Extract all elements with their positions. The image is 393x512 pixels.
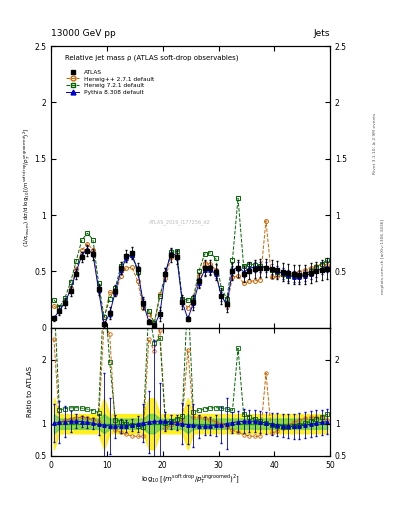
- X-axis label: $\log_{10}[(m^{\rm soft\ drop}/p_T^{\rm ungroomed})^2]$: $\log_{10}[(m^{\rm soft\ drop}/p_T^{\rm …: [141, 472, 240, 486]
- Text: ATLAS_2019_I177256_d2: ATLAS_2019_I177256_d2: [149, 220, 211, 225]
- Text: Jets: Jets: [314, 29, 330, 38]
- Text: Rivet 3.1.10; ≥ 2.9M events: Rivet 3.1.10; ≥ 2.9M events: [373, 113, 377, 174]
- Text: 13000 GeV pp: 13000 GeV pp: [51, 29, 116, 38]
- Y-axis label: $(1/\sigma_{\rm resum})$ d$\sigma$/d $\log_{10}[(m^{\rm soft\ drop}/p_T^{\rm ung: $(1/\sigma_{\rm resum})$ d$\sigma$/d $\l…: [21, 127, 33, 247]
- Legend: ATLAS, Herwig++ 2.7.1 default, Herwig 7.2.1 default, Pythia 8.308 default: ATLAS, Herwig++ 2.7.1 default, Herwig 7.…: [65, 69, 155, 96]
- Y-axis label: Ratio to ATLAS: Ratio to ATLAS: [27, 366, 33, 417]
- Text: Relative jet mass ρ (ATLAS soft-drop observables): Relative jet mass ρ (ATLAS soft-drop obs…: [65, 55, 239, 61]
- Text: mcplots.cern.ch [arXiv:1306.3436]: mcplots.cern.ch [arXiv:1306.3436]: [381, 219, 385, 293]
